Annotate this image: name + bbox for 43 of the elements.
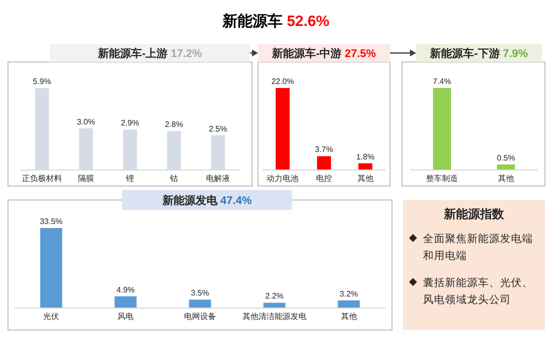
data-label: 4.9% [116, 285, 135, 294]
bar [40, 228, 62, 308]
data-label: 33.5% [40, 217, 63, 226]
x-tick-label: 光伏 [43, 312, 60, 321]
data-label: 5.9% [32, 77, 52, 86]
x-tick-label: 其他 [340, 312, 357, 321]
data-label: 3.5% [190, 288, 210, 298]
data-label: 2.9% [120, 118, 140, 128]
data-label: 3.2% [340, 289, 358, 298]
x-tick-label: 隔膜 [78, 174, 94, 183]
bar [338, 300, 360, 308]
x-tick-label: 正负极材料 [22, 174, 62, 183]
data-label: 2.2% [265, 292, 284, 301]
x-tick-label: 动力电池 [266, 174, 299, 183]
chart-title: 新能源车-中游 27.5% [271, 47, 376, 60]
x-tick-label: 电控 [316, 174, 332, 183]
data-label: 0.5% [496, 153, 516, 162]
data-label: 3.0% [76, 117, 96, 126]
text: 囊括新能源车、光伏、风电领域龙头公司 [423, 276, 533, 306]
x-tick-label: 风电 [118, 312, 134, 321]
x-tick-label: 其他 [357, 174, 374, 183]
x-tick-label: 其他清洁能源发电 [242, 312, 306, 321]
data-label: 22.0% [271, 77, 294, 86]
data-label: 2.5% [208, 124, 228, 134]
bar [114, 296, 137, 308]
x-tick-label: 整车制造 [426, 174, 458, 183]
bar [189, 300, 211, 308]
chart-title: 新能源发电 47.4% [161, 194, 252, 207]
chart-title: 新能源车-下游 7.9% [429, 47, 528, 60]
data-label: 7.4% [432, 77, 452, 86]
x-tick-label: 电解液 [206, 174, 230, 183]
text: 全面聚焦新能源发电端和用电端 [423, 232, 533, 262]
x-tick-label: 钴 [169, 174, 178, 183]
text: 新能源指数 [443, 207, 505, 221]
x-tick-label: 电网设备 [184, 312, 216, 321]
chart-title: 新能源车-上游 17.2% [97, 47, 202, 60]
data-label: 1.8% [356, 152, 374, 162]
x-tick-label: 其他 [498, 174, 514, 183]
data-label: 2.8% [164, 120, 184, 130]
data-label: 3.7% [314, 145, 334, 154]
text: 新能源车 52.6% [222, 12, 330, 30]
bar [263, 302, 286, 308]
x-tick-label: 锂 [125, 174, 134, 183]
